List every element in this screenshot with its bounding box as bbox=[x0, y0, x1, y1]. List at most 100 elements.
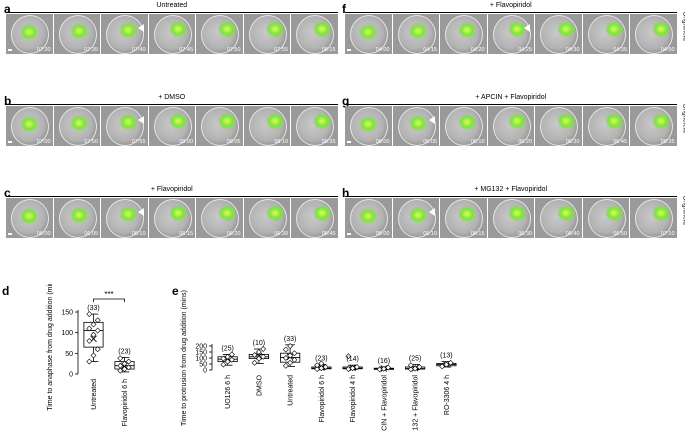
micrograph-frame: 04:50 bbox=[630, 14, 677, 54]
timestamp: 06:05 bbox=[84, 231, 98, 237]
micrograph-frame: 04:35 bbox=[582, 14, 629, 54]
micrograph-frame: 08:05 bbox=[196, 106, 243, 146]
n-label: (23) bbox=[118, 348, 130, 355]
timestamp: 08:15 bbox=[321, 47, 336, 53]
y-tick-label: 50 bbox=[199, 362, 207, 369]
data-point bbox=[345, 353, 352, 360]
timestamp: 07:40 bbox=[131, 47, 146, 53]
arrowhead-icon bbox=[137, 24, 144, 32]
y-tick-label: 0 bbox=[69, 372, 73, 379]
timestamp: 06:10 bbox=[470, 139, 485, 145]
micrograph-frame: 06:20 bbox=[487, 106, 534, 146]
timestamp: 07:50 bbox=[226, 47, 241, 53]
y-axis-label: Time to protrusion from drug addition (m… bbox=[181, 290, 188, 426]
micrograph-frame: 06:05 bbox=[53, 198, 100, 238]
micrograph-frame: 06:40 bbox=[535, 198, 582, 238]
micrograph-frame: 06:00 bbox=[345, 106, 392, 146]
spindle-signal bbox=[69, 115, 88, 131]
data-point bbox=[90, 331, 97, 338]
data-point bbox=[117, 367, 124, 374]
data-point bbox=[318, 360, 325, 367]
micrograph-frame: 06:15 bbox=[148, 198, 195, 238]
category-label: MG132 + Flavopiridol bbox=[413, 375, 420, 431]
frame-strip-g: 06:00 06:05 06:10 06:20 06:30 06:45 08:35 bbox=[345, 106, 677, 146]
spindle-signal bbox=[507, 205, 526, 221]
micrograph-frame: 08:10 bbox=[243, 106, 290, 146]
timestamp: 06:45 bbox=[321, 231, 336, 237]
spindle-signal bbox=[168, 21, 187, 37]
micrograph-frame: 06:10 bbox=[440, 106, 487, 146]
scale-bar bbox=[8, 141, 12, 143]
scale-bar bbox=[8, 49, 12, 51]
timestamp: 08:00 bbox=[179, 139, 193, 145]
category-label: Untreated bbox=[288, 375, 295, 406]
timestamp: 04:30 bbox=[565, 47, 580, 53]
data-point bbox=[86, 325, 93, 332]
timestamp: 07:55 bbox=[274, 47, 288, 53]
frame-strip-f: 04:00 04:15 04:20 04:25 04:30 04:35 04:50 bbox=[345, 14, 677, 54]
spindle-signal bbox=[313, 113, 331, 129]
panel-title-g: + APCIN + Flavopiridol bbox=[475, 94, 547, 101]
channel-legend: SpindleChromosomesBrightfield bbox=[681, 104, 685, 146]
frame-strip-c: 06:00 06:05 06:10 06:15 06:20 06:30 06:45 bbox=[6, 198, 338, 238]
panel-title-underline bbox=[345, 104, 677, 105]
y-tick-label: 100 bbox=[195, 356, 207, 363]
oocyte-cell bbox=[350, 199, 388, 238]
micrograph-frame: 07:30 bbox=[6, 14, 53, 54]
scale-bar bbox=[347, 141, 351, 143]
spindle-signal bbox=[604, 205, 623, 221]
data-point bbox=[287, 359, 294, 366]
micrograph-frame: 06:00 bbox=[6, 198, 53, 238]
micrograph-frame: 06:05 bbox=[392, 106, 439, 146]
channel-label-brightfield: Brightfield bbox=[681, 12, 685, 41]
data-point bbox=[353, 364, 360, 370]
spindle-signal bbox=[359, 24, 377, 40]
panel-label-h: h bbox=[342, 186, 350, 200]
spindle-signal bbox=[557, 205, 575, 221]
data-point bbox=[94, 317, 101, 324]
category-label: Flavopiridol 6 h bbox=[319, 375, 326, 423]
timestamp: 07:50 bbox=[84, 139, 98, 145]
data-point bbox=[447, 359, 454, 366]
data-point bbox=[220, 361, 227, 368]
spindle-signal bbox=[313, 205, 331, 221]
panel-title-underline bbox=[6, 12, 338, 13]
y-tick-label: 150 bbox=[195, 350, 207, 357]
spindle-signal bbox=[20, 208, 38, 224]
data-point bbox=[380, 365, 387, 372]
micrograph-frame: 06:30 bbox=[243, 198, 290, 238]
timestamp: 07:30 bbox=[36, 47, 51, 53]
data-point bbox=[412, 365, 419, 372]
data-point bbox=[314, 362, 321, 369]
timestamp: 06:20 bbox=[226, 231, 241, 237]
y-axis-label: Time to anaphase from drug addition (min… bbox=[47, 284, 54, 411]
category-label: UO126 6 h bbox=[225, 375, 232, 409]
timestamp: 08:05 bbox=[226, 139, 241, 145]
micrograph-frame: 06:10 bbox=[392, 198, 439, 238]
arrowhead-icon bbox=[137, 208, 144, 216]
panel-title-underline bbox=[6, 104, 338, 105]
timestamp: 07:35 bbox=[84, 47, 98, 53]
micrograph-frame: 06:50 bbox=[582, 198, 629, 238]
arrowhead-icon bbox=[429, 116, 435, 124]
timestamp: 06:00 bbox=[36, 231, 51, 237]
data-point bbox=[86, 338, 93, 344]
micrograph-frame: 08:35 bbox=[630, 106, 677, 146]
micrograph-frame: 07:10 bbox=[630, 198, 677, 238]
timestamp: 04:20 bbox=[470, 47, 485, 53]
timestamp: 04:35 bbox=[613, 47, 627, 53]
spindle-signal bbox=[313, 21, 331, 37]
spindle-signal bbox=[359, 116, 377, 132]
spindle-signal bbox=[69, 23, 88, 39]
channel-legend: SpindleChromosomesBrightfield bbox=[681, 12, 685, 54]
panel-title-underline bbox=[6, 196, 338, 197]
micrograph-frame: 06:20 bbox=[196, 198, 243, 238]
panel-label-c: c bbox=[4, 186, 11, 200]
oocyte-cell bbox=[397, 15, 436, 54]
micrograph-frame: 08:00 bbox=[148, 106, 195, 146]
micrograph-frame: 07:55 bbox=[101, 106, 148, 146]
timestamp: 07:10 bbox=[660, 231, 675, 237]
spindle-signal bbox=[218, 205, 236, 221]
panel-title-a: Untreated bbox=[156, 2, 188, 9]
category-label: Flavopiridol 6 h bbox=[122, 379, 129, 427]
